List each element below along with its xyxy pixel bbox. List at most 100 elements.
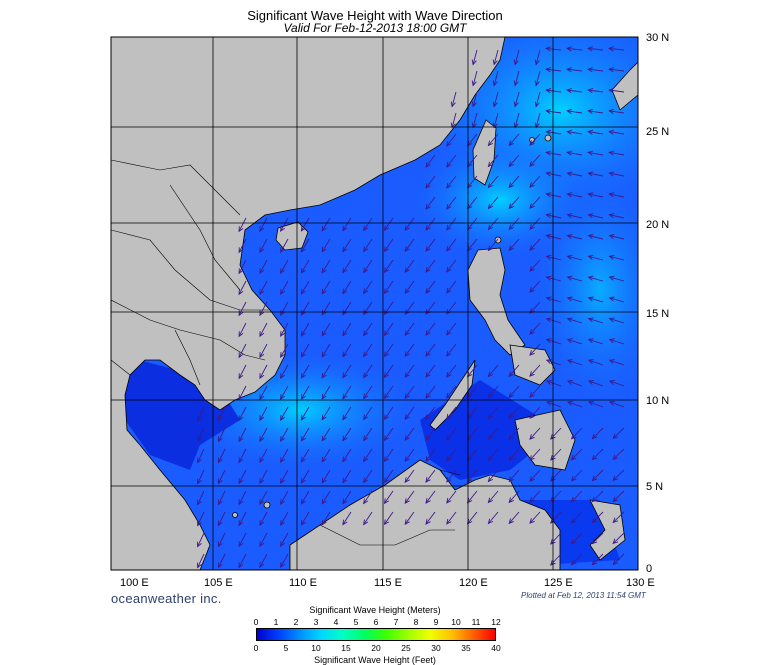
wave-arrow-shaft [567,214,583,219]
wave-arrow-head [280,541,285,548]
wave-arrow-shaft [612,427,625,439]
wave-arrow-shaft [467,385,478,398]
legend-title-feet: Significant Wave Height (Feet) [314,655,436,665]
wave-arrow-shaft [404,322,415,336]
wave-arrow-head [566,192,573,198]
wave-arrow-head [363,225,369,232]
wave-arrow-shaft [546,255,562,261]
wave-arrow-head [608,296,615,302]
wave-arrow-head [342,309,348,316]
wave-arrow-head [487,161,494,168]
wave-arrow-shaft [508,196,520,209]
wave-arrow-head [446,434,452,441]
wave-arrow-shaft [567,401,583,408]
wave-arrow-shaft [546,193,562,198]
wave-arrow-shaft [535,70,541,86]
legend-feet-tick: 40 [491,643,501,653]
wave-arrow-shaft [280,406,289,421]
wave-arrow-head [321,372,327,379]
wave-arrow-head [383,519,390,526]
wave-arrow-shaft [259,259,268,274]
wave-arrow-shaft [342,238,352,252]
wave-arrow-shaft [238,280,247,295]
wave-arrow-head [217,520,223,527]
wave-arrow-head [566,87,573,94]
wave-arrow-head [321,477,327,484]
wave-arrow-head [238,415,244,422]
wave-arrow-head [566,213,573,219]
wave-arrow-head [300,456,306,463]
country-borders [111,159,461,546]
wave-arrow-shaft [529,154,541,167]
wave-arrow-head [471,122,477,129]
wave-arrow-shaft [363,427,373,441]
wave-arrow-head [238,394,244,401]
wave-arrow-shaft [280,511,289,526]
wave-arrow-shaft [217,469,226,484]
palawan-island [429,359,476,431]
wave-arrow-head [566,380,573,385]
wave-arrow-shaft [321,511,331,526]
wave-arrow-shaft [550,532,562,545]
wave-arrow-head [513,80,519,87]
wave-arrow-shaft [546,276,562,282]
wave-arrow-shaft [588,255,604,261]
wave-arrow-shaft [567,131,583,135]
wave-arrow-shaft [493,49,499,65]
wave-arrow-shaft [342,364,352,378]
lon-label-100e: 100 E [120,577,149,589]
wave-arrow-shaft [493,112,499,128]
wave-arrow-shaft [342,217,352,231]
wave-arrow-head [321,330,327,337]
wave-arrow-shaft [508,238,520,251]
wave-arrow-head [259,247,265,254]
wave-arrow-head [383,372,390,379]
wave-arrow-shaft [546,151,562,156]
wave-arrow-head [508,455,514,462]
wave-arrow-head [591,559,598,566]
wave-arrow-shaft [588,276,604,282]
wave-arrow-shaft [280,364,289,379]
wave-arrow-head [425,414,431,420]
wave-arrow-shaft [238,553,247,568]
wave-arrow-shaft [446,469,457,483]
wave-arrow-head [300,498,306,505]
wave-arrow-head [570,433,577,440]
wave-arrow-head [566,67,572,73]
wave-arrow-head [587,233,594,240]
wave-arrow-head [425,372,431,378]
wave-arrow-shaft [301,448,310,463]
wave-arrow-shaft [588,131,604,135]
wave-arrow-head [587,400,594,406]
wave-arrow-shaft [321,322,331,337]
wave-arrow-shaft [529,196,541,209]
wave-arrow-shaft [467,238,478,251]
wave-arrow-head [404,225,410,232]
lat-label-25n: 25 N [646,126,670,138]
wave-arrow-shaft [467,511,478,524]
wave-arrow-head [238,436,244,443]
wave-arrow-head [446,371,452,378]
wave-arrow-head [446,140,452,147]
wave-arrow-head [425,435,431,441]
wave-arrow-head [566,338,573,344]
wave-arrow-head [259,436,265,443]
wave-arrow-shaft [425,322,436,336]
wave-arrow-shaft [301,322,310,337]
wave-arrow-head [545,338,552,344]
wave-arrow-head [217,499,223,506]
wave-arrow-shaft [301,343,310,358]
brand-logo-text: oceanweather inc. [111,591,222,606]
wave-arrow-shaft [488,385,499,398]
wave-arrow-shaft [488,133,499,146]
wave-arrow-shaft [529,490,541,503]
wave-arrow-shaft [280,238,289,253]
wave-arrow-shaft [446,406,457,420]
wave-arrow-head [383,288,390,295]
wave-arrow-shaft [238,490,247,505]
wave-arrow-shaft [197,532,205,547]
wave-arrow-shaft [567,68,583,72]
wave-arrow-head [550,497,556,503]
wave-arrow-shaft [508,511,520,524]
wave-arrow-head [280,226,285,233]
